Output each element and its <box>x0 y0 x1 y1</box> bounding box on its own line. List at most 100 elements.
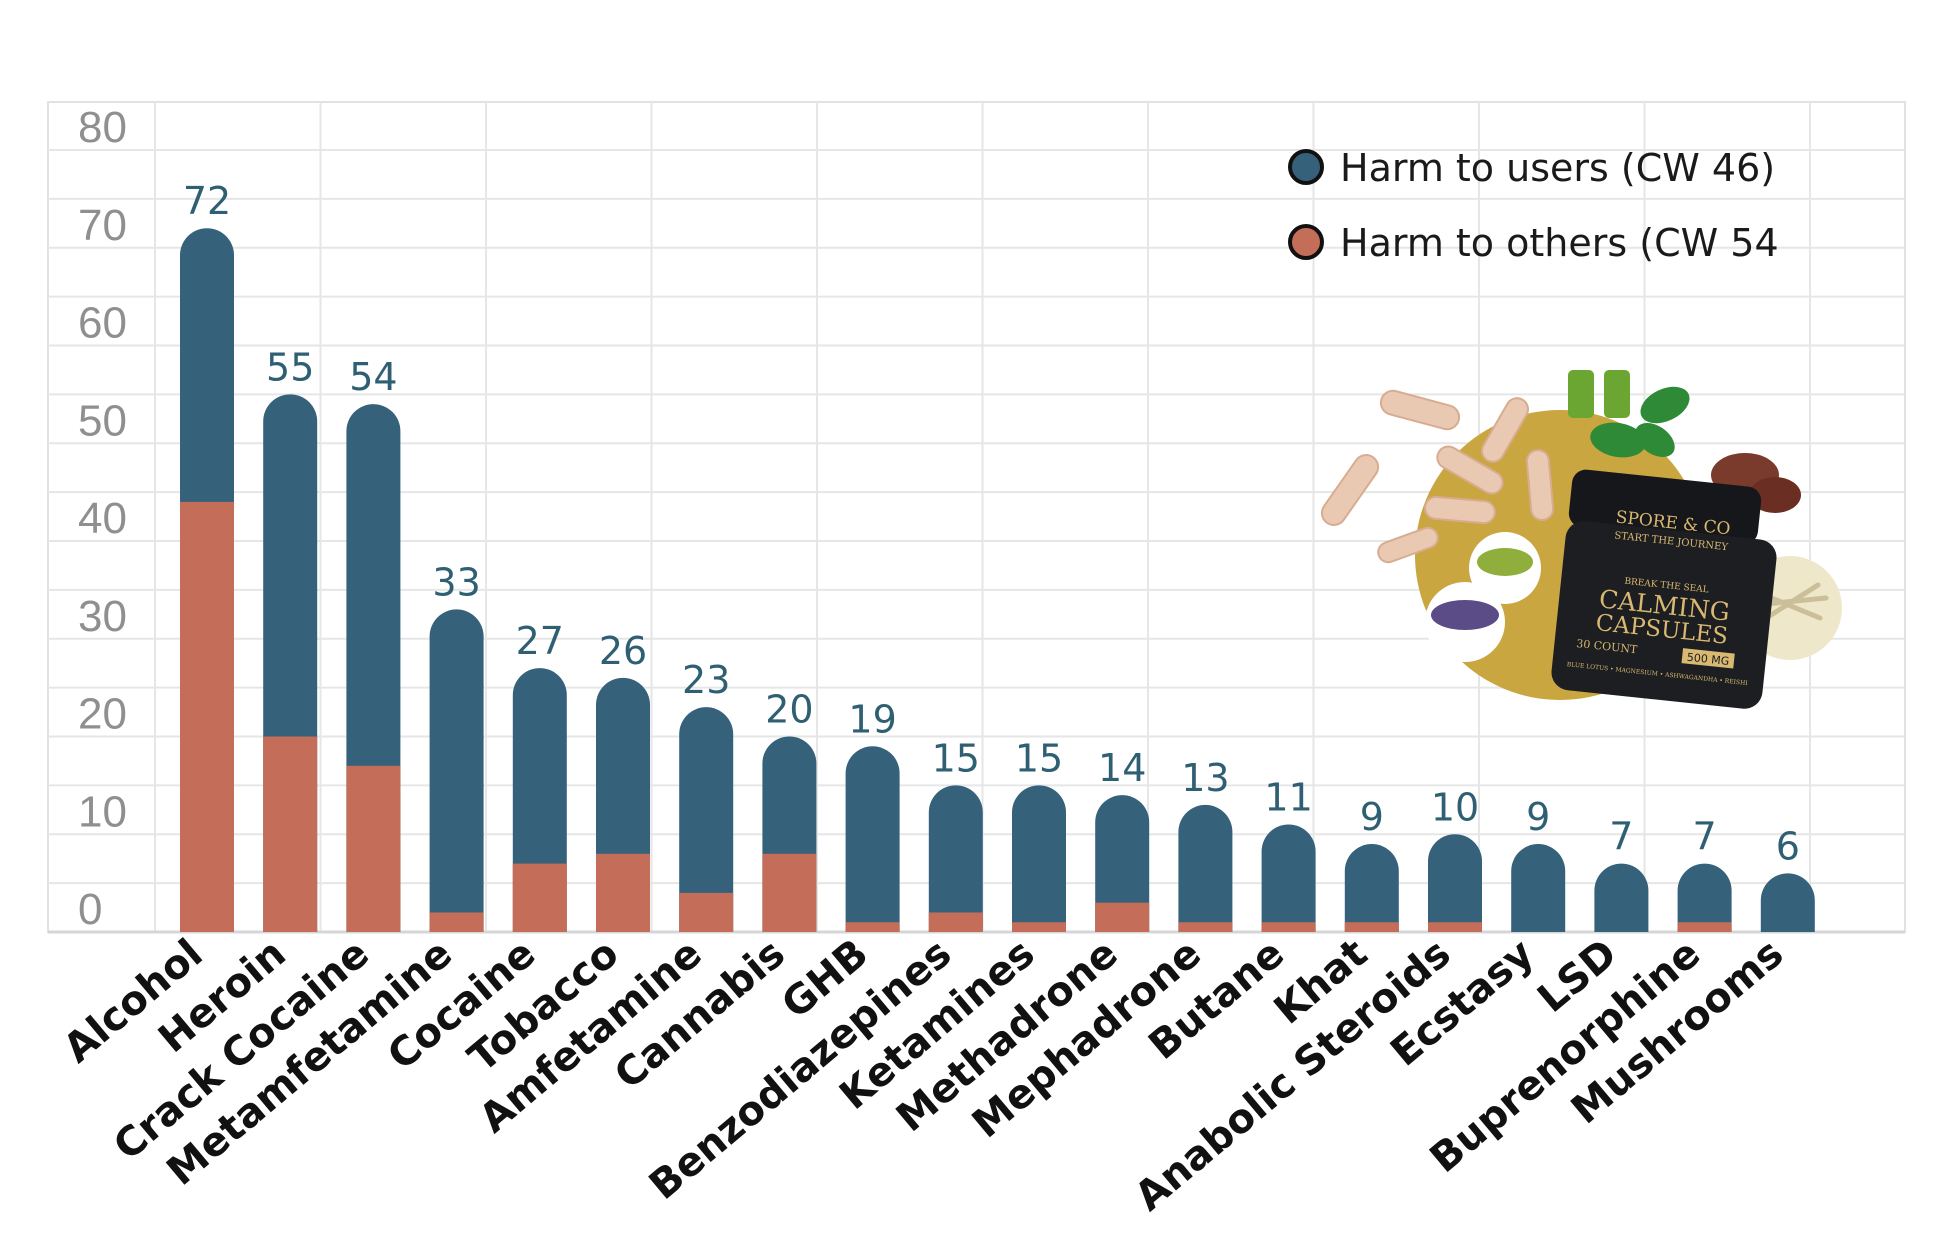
bar-value-label: 23 <box>682 658 730 702</box>
herb-powder <box>1477 548 1533 576</box>
bar-group: 7 <box>1594 815 1649 932</box>
bar-group: 26 <box>596 629 650 932</box>
bar-segment-others <box>596 853 650 932</box>
bars: 72 55 54 33 27 26 23 20 19 15 15 14 13 11 9 10 9 7 7 6 <box>180 179 1815 932</box>
legend: Harm to users (CW 46) Harm to others (CW… <box>1288 146 1779 265</box>
legend-item-users: Harm to users (CW 46) <box>1288 146 1775 190</box>
bar-group: 13 <box>1178 756 1233 932</box>
product-image: SPORE & CO START THE JOURNEY BREAK THE S… <box>1320 370 1842 709</box>
bar-value-label: 13 <box>1181 756 1229 800</box>
legend-item-others: Harm to others (CW 54 <box>1288 221 1779 265</box>
bar-group: 15 <box>928 736 983 932</box>
bar-group: 7 <box>1677 815 1732 932</box>
bar-group: 33 <box>429 560 484 932</box>
bar-value-label: 55 <box>266 345 314 389</box>
bar-segment-others <box>679 892 734 932</box>
bar-value-label: 7 <box>1609 815 1633 859</box>
y-tick-label: 40 <box>78 494 127 543</box>
bar-group: 9 <box>1511 795 1566 932</box>
bar-group: 23 <box>679 658 734 932</box>
bar-group: 20 <box>762 688 817 932</box>
bar-group: 27 <box>512 619 567 932</box>
bar-value-label: 27 <box>516 619 564 663</box>
legend-swatch-users <box>1288 149 1324 185</box>
bar-group: 9 <box>1344 795 1399 932</box>
capsule <box>1525 449 1555 521</box>
capsule <box>1377 526 1439 564</box>
bar-value-label: 20 <box>765 688 813 732</box>
y-tick-label: 70 <box>78 201 127 250</box>
bar-segment-others <box>1012 922 1066 932</box>
bar-segment-users <box>845 746 900 932</box>
bar-segment-users <box>1677 863 1732 932</box>
legend-swatch-others <box>1288 224 1324 260</box>
bar-segment-users <box>1511 844 1566 932</box>
y-tick-label: 10 <box>78 787 127 836</box>
y-tick-label: 60 <box>78 299 127 348</box>
bar-value-label: 9 <box>1526 795 1550 839</box>
bar-segment-users <box>1261 824 1316 932</box>
bar-value-label: 14 <box>1098 746 1146 790</box>
bar-segment-users <box>1178 804 1233 932</box>
bar-value-label: 9 <box>1360 795 1384 839</box>
bar-segment-users <box>928 785 983 932</box>
capsule <box>1424 495 1496 525</box>
green-juice-glasses <box>1568 370 1630 418</box>
bar-segment-others <box>1677 922 1732 932</box>
bar-segment-others <box>1344 922 1399 932</box>
bar-segment-users <box>679 707 734 932</box>
capsule <box>1379 389 1461 431</box>
bar-group: 54 <box>346 355 401 932</box>
bar-value-label: 6 <box>1776 824 1800 868</box>
bar-value-label: 19 <box>848 697 896 741</box>
bar-segment-others <box>512 863 567 932</box>
y-tick-label: 30 <box>78 592 127 641</box>
jar-dose-badge <box>1681 648 1735 669</box>
bar-value-label: 11 <box>1264 775 1312 819</box>
dried-flowers <box>1431 600 1499 630</box>
bar-group: 14 <box>1095 746 1150 932</box>
capsules <box>1320 389 1555 564</box>
y-tick-label: 0 <box>78 885 102 934</box>
bar-value-label: 54 <box>349 355 397 399</box>
bar-segment-users <box>1095 795 1150 932</box>
y-axis: 0 10 20 30 40 50 60 70 80 <box>78 103 127 934</box>
bar-segment-others <box>762 853 817 932</box>
bar-value-label: 10 <box>1431 785 1479 829</box>
bar-value-label: 33 <box>432 560 480 604</box>
bar-group: 10 <box>1428 785 1482 932</box>
bar-segment-users <box>1344 844 1399 932</box>
bar-group: 15 <box>1012 736 1066 932</box>
capsule <box>1436 445 1504 495</box>
bar-segment-others <box>1428 922 1482 932</box>
capsule <box>1481 397 1529 463</box>
bar-value-label: 7 <box>1693 815 1717 859</box>
bar-segment-others <box>1178 922 1233 932</box>
bar-segment-others <box>928 912 983 932</box>
bar-value-label: 15 <box>1015 736 1063 780</box>
bar-segment-others <box>1261 922 1316 932</box>
bar-segment-others <box>346 765 401 932</box>
jar-dose: 500 MG <box>1686 651 1730 668</box>
legend-label-users: Harm to users (CW 46) <box>1340 146 1775 190</box>
capsule <box>1320 454 1380 526</box>
y-tick-label: 80 <box>78 103 127 152</box>
y-tick-label: 50 <box>78 396 127 445</box>
bar-segment-others <box>429 912 484 932</box>
bar-segment-users <box>429 609 484 932</box>
bar-value-label: 72 <box>183 179 231 223</box>
bar-segment-others <box>1095 902 1150 932</box>
bar-group: 72 <box>180 179 234 932</box>
bar-group: 6 <box>1760 824 1815 932</box>
bar-segment-users <box>1012 785 1066 932</box>
legend-label-others: Harm to others (CW 54 <box>1340 221 1779 265</box>
bar-value-label: 15 <box>932 736 980 780</box>
spinach-leaves <box>1590 386 1690 458</box>
bar-group: 55 <box>263 345 318 932</box>
supplement-jar: SPORE & CO START THE JOURNEY BREAK THE S… <box>1551 469 1777 709</box>
bar-segment-users <box>1594 863 1649 932</box>
bar-segment-others <box>180 501 234 932</box>
bar-segment-users <box>1760 873 1815 932</box>
y-tick-label: 20 <box>78 690 127 739</box>
